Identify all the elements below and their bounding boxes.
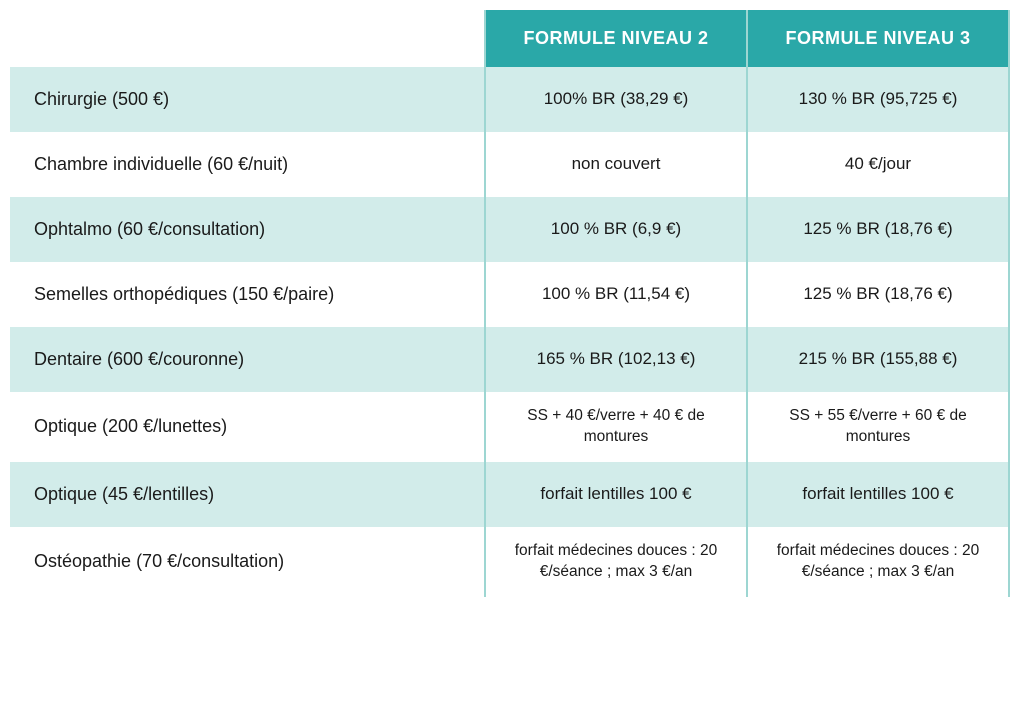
header-formule-3: FORMULE NIVEAU 3: [747, 10, 1009, 67]
row-value-niveau-3: SS + 55 €/verre + 60 € de montures: [747, 392, 1009, 462]
row-label: Chirurgie (500 €): [10, 67, 485, 132]
row-value-niveau-3: 125 % BR (18,76 €): [747, 262, 1009, 327]
row-value-niveau-2: 100 % BR (11,54 €): [485, 262, 747, 327]
row-value-niveau-3: 130 % BR (95,725 €): [747, 67, 1009, 132]
table-row: Dentaire (600 €/couronne)165 % BR (102,1…: [10, 327, 1009, 392]
row-value-niveau-2: 100 % BR (6,9 €): [485, 197, 747, 262]
row-label: Optique (200 €/lunettes): [10, 392, 485, 462]
header-spacer: [10, 10, 485, 67]
row-value-niveau-3: forfait médecines douces : 20 €/séance ;…: [747, 527, 1009, 597]
table-header-row: FORMULE NIVEAU 2 FORMULE NIVEAU 3: [10, 10, 1009, 67]
row-label: Chambre individuelle (60 €/nuit): [10, 132, 485, 197]
table-row: Chirurgie (500 €)100% BR (38,29 €)130 % …: [10, 67, 1009, 132]
row-value-niveau-2: 100% BR (38,29 €): [485, 67, 747, 132]
table-row: Semelles orthopédiques (150 €/paire)100 …: [10, 262, 1009, 327]
row-value-niveau-2: forfait lentilles 100 €: [485, 462, 747, 527]
table-row: Optique (200 €/lunettes)SS + 40 €/verre …: [10, 392, 1009, 462]
table-row: Optique (45 €/lentilles)forfait lentille…: [10, 462, 1009, 527]
row-value-niveau-3: forfait lentilles 100 €: [747, 462, 1009, 527]
row-value-niveau-3: 215 % BR (155,88 €): [747, 327, 1009, 392]
row-label: Semelles orthopédiques (150 €/paire): [10, 262, 485, 327]
row-label: Ophtalmo (60 €/consultation): [10, 197, 485, 262]
row-label: Optique (45 €/lentilles): [10, 462, 485, 527]
row-label: Dentaire (600 €/couronne): [10, 327, 485, 392]
table-row: Ostéopathie (70 €/consultation)forfait m…: [10, 527, 1009, 597]
row-value-niveau-2: SS + 40 €/verre + 40 € de montures: [485, 392, 747, 462]
row-value-niveau-3: 40 €/jour: [747, 132, 1009, 197]
table-row: Ophtalmo (60 €/consultation)100 % BR (6,…: [10, 197, 1009, 262]
row-value-niveau-2: non couvert: [485, 132, 747, 197]
row-value-niveau-2: 165 % BR (102,13 €): [485, 327, 747, 392]
table-row: Chambre individuelle (60 €/nuit)non couv…: [10, 132, 1009, 197]
table-body: Chirurgie (500 €)100% BR (38,29 €)130 % …: [10, 67, 1009, 597]
row-value-niveau-2: forfait médecines douces : 20 €/séance ;…: [485, 527, 747, 597]
row-value-niveau-3: 125 % BR (18,76 €): [747, 197, 1009, 262]
comparison-table: FORMULE NIVEAU 2 FORMULE NIVEAU 3 Chirur…: [10, 10, 1010, 597]
header-formule-2: FORMULE NIVEAU 2: [485, 10, 747, 67]
row-label: Ostéopathie (70 €/consultation): [10, 527, 485, 597]
